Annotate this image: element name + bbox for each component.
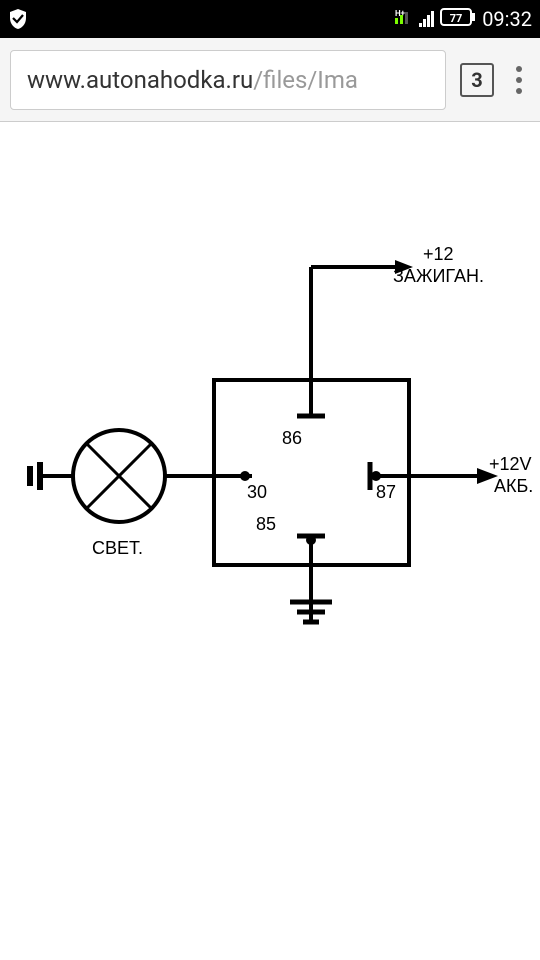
status-right: H+ 77 09:32 (393, 7, 532, 32)
status-bar: H+ 77 09:32 (0, 0, 540, 38)
tab-count-value: 3 (471, 68, 482, 92)
browser-toolbar: www.autonahodka.ru/files/Ima 3 (0, 38, 540, 122)
url-path: /files/Ima (253, 66, 358, 94)
network-indicator-icon: H+ (393, 8, 413, 31)
label-lamp: СВЕТ. (92, 538, 143, 558)
label-top-1: +12 (423, 244, 454, 264)
signal-bars-icon (419, 11, 434, 27)
status-time: 09:32 (482, 7, 532, 31)
label-pin-30: 30 (247, 482, 267, 502)
url-domain: www.autonahodka.ru (27, 66, 253, 94)
label-pin-87: 87 (376, 482, 396, 502)
label-top-2: ЗАЖИГАН. (393, 266, 484, 286)
shield-icon (8, 8, 28, 30)
tab-switcher-button[interactable]: 3 (460, 63, 494, 97)
status-left (8, 8, 28, 30)
svg-text:77: 77 (450, 12, 463, 25)
label-right-2: АКБ. (494, 476, 533, 496)
battery-icon: 77 (440, 7, 476, 32)
relay-schematic-diagram: +12 ЗАЖИГАН. +12V АКБ. СВЕТ. 86 85 30 87 (0, 122, 540, 642)
label-pin-85: 85 (256, 514, 276, 534)
label-right-1: +12V (489, 454, 532, 474)
url-input[interactable]: www.autonahodka.ru/files/Ima (10, 50, 446, 110)
label-pin-86: 86 (282, 428, 302, 448)
page-content: +12 ЗАЖИГАН. +12V АКБ. СВЕТ. 86 85 30 87 (0, 122, 540, 960)
menu-button[interactable] (508, 62, 530, 98)
